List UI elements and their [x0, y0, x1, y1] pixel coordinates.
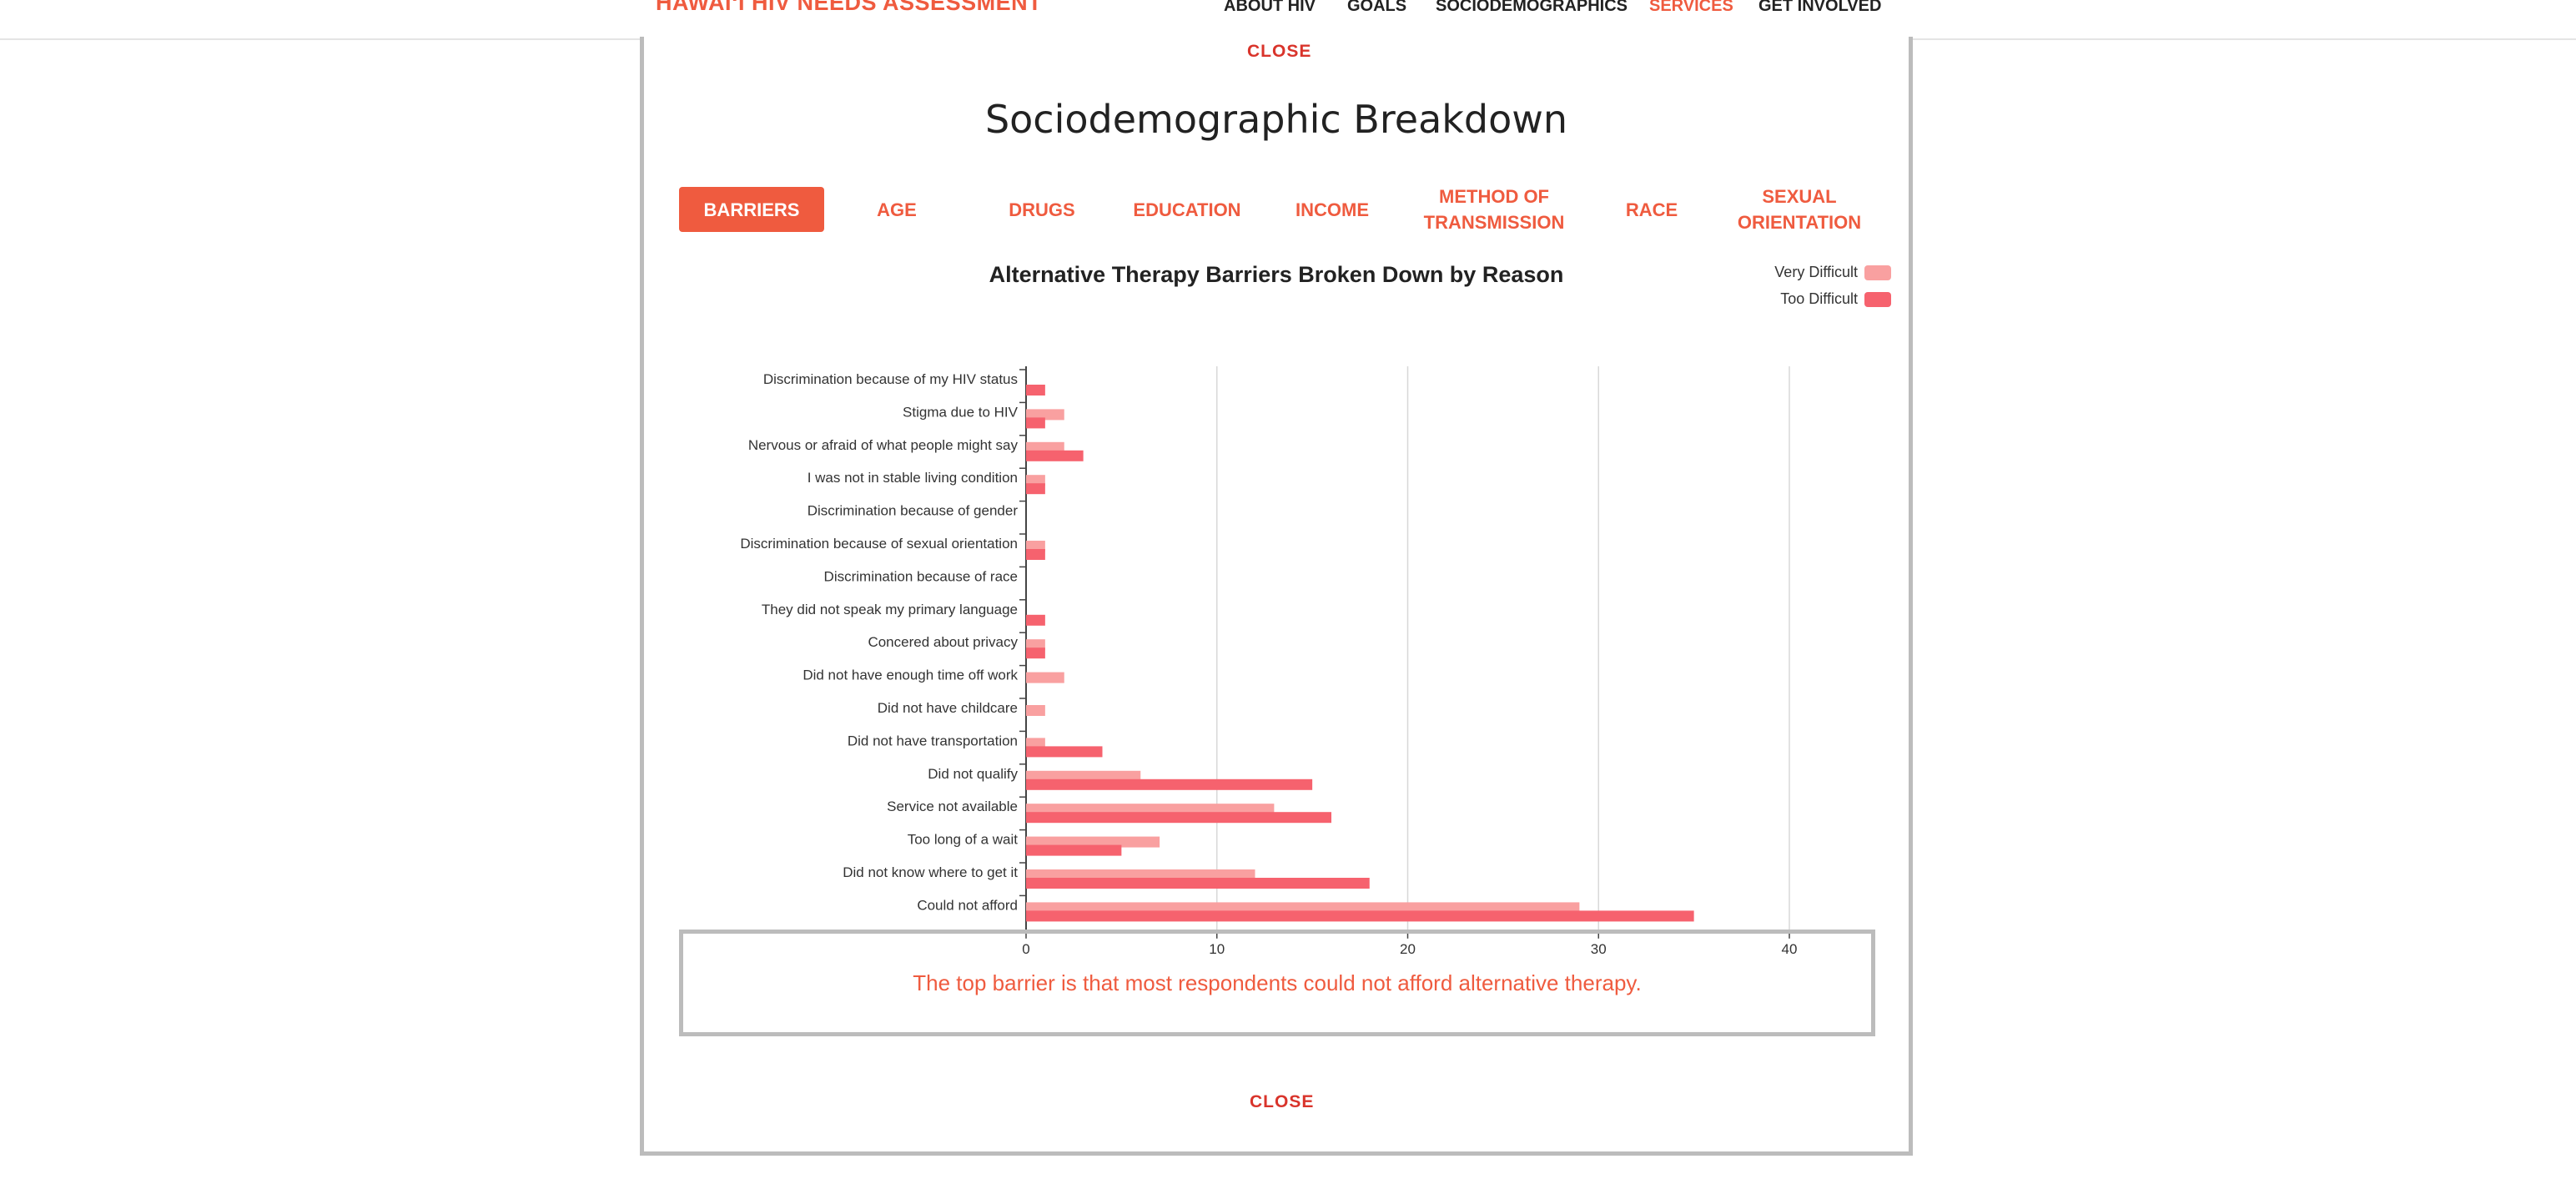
- x-tick-label: 20: [1400, 941, 1416, 955]
- modal-title: Sociodemographic Breakdown: [984, 97, 1568, 142]
- x-tick-label: 30: [1591, 941, 1607, 955]
- tab-race[interactable]: RACE: [1625, 199, 1678, 220]
- site-brand[interactable]: HAWAIʻI HIV NEEDS ASSESSMENT: [656, 0, 1043, 15]
- legend-swatch-too-difficult: [1864, 292, 1891, 307]
- category-label: Did not have transportation: [848, 733, 1018, 748]
- bar-very-difficult: [1026, 441, 1064, 453]
- bar-too-difficult: [1026, 614, 1045, 626]
- x-tick-label: 0: [1022, 941, 1029, 955]
- legend-label: Very Difficult: [1774, 264, 1858, 280]
- category-label: Concered about privacy: [868, 634, 1018, 650]
- close-button-top[interactable]: CLOSE: [1247, 42, 1312, 61]
- bar-too-difficult: [1026, 417, 1045, 429]
- nav-sociodemographics[interactable]: SOCIODEMOGRAPHICS: [1436, 0, 1628, 15]
- category-label: Too long of a wait: [908, 832, 1019, 848]
- bar-too-difficult: [1026, 778, 1313, 790]
- tab-income[interactable]: INCOME: [1296, 199, 1369, 220]
- category-label: Did not have childcare: [878, 700, 1018, 716]
- category-label: They did not speak my primary language: [762, 602, 1018, 617]
- bar-very-difficult: [1026, 804, 1275, 815]
- legend-item-too-difficult: Too Difficult: [1708, 289, 1891, 315]
- close-button-bottom[interactable]: CLOSE: [1250, 1092, 1315, 1111]
- bar-very-difficult: [1026, 836, 1160, 848]
- nav-about-hiv[interactable]: ABOUT HIV: [1224, 0, 1316, 15]
- category-label: Stigma due to HIV: [903, 404, 1019, 420]
- chart-title: Alternative Therapy Barriers Broken Down…: [989, 262, 1564, 287]
- category-label: Did not have enough time off work: [802, 668, 1018, 683]
- category-label: Could not afford: [917, 897, 1018, 913]
- main-nav: ABOUT HIV GOALS SOCIODEMOGRAPHICS SERVIC…: [0, 0, 2576, 22]
- category-label: Discrimination because of race: [824, 568, 1018, 584]
- bar-too-difficult: [1026, 844, 1122, 856]
- category-label: Did not know where to get it: [843, 864, 1018, 880]
- bar-very-difficult: [1026, 639, 1045, 651]
- bar-very-difficult: [1026, 409, 1064, 421]
- bar-too-difficult: [1026, 812, 1331, 824]
- bar-very-difficult: [1026, 770, 1141, 782]
- bar-very-difficult: [1026, 541, 1045, 552]
- insight-box: The top barrier is that most respondents…: [679, 930, 1875, 1036]
- category-tabs: BARRIERS AGE DRUGS EDUCATION INCOME METH…: [679, 186, 1880, 245]
- bar-too-difficult: [1026, 647, 1045, 659]
- bar-very-difficult: [1026, 869, 1255, 880]
- category-label: Nervous or afraid of what people might s…: [748, 437, 1019, 453]
- category-label: Did not qualify: [928, 766, 1018, 782]
- category-label: Service not available: [887, 799, 1018, 814]
- bar-too-difficult: [1026, 910, 1694, 922]
- tab-age[interactable]: AGE: [877, 199, 917, 220]
- tab-drugs[interactable]: DRUGS: [1009, 199, 1075, 220]
- bar-too-difficult: [1026, 878, 1370, 889]
- legend-swatch-very-difficult: [1864, 265, 1891, 280]
- tab-education[interactable]: EDUCATION: [1133, 199, 1241, 220]
- breakdown-modal: CLOSE Sociodemographic Breakdown BARRIER…: [640, 37, 1913, 1156]
- chart-legend: Very Difficult Too Difficult: [1708, 262, 1891, 315]
- category-label: Discrimination because of my HIV status: [763, 371, 1018, 387]
- bar-very-difficult: [1026, 902, 1580, 914]
- bar-very-difficult: [1026, 475, 1045, 486]
- tab-method-of-transmission[interactable]: METHOD OF TRANSMISSION: [1423, 186, 1565, 233]
- x-tick-label: 10: [1209, 941, 1225, 955]
- x-tick-label: 40: [1782, 941, 1798, 955]
- nav-get-involved[interactable]: GET INVOLVED: [1758, 0, 1882, 15]
- bar-too-difficult: [1026, 483, 1045, 495]
- legend-label: Too Difficult: [1780, 290, 1858, 307]
- bar-very-difficult: [1026, 738, 1045, 749]
- top-navbar: HAWAIʻI HIV NEEDS ASSESSMENT ABOUT HIV G…: [0, 0, 2576, 40]
- nav-goals[interactable]: GOALS: [1347, 0, 1407, 15]
- bar-too-difficult: [1026, 450, 1084, 461]
- insight-text: The top barrier is that most respondents…: [913, 970, 1642, 995]
- category-label: Discrimination because of sexual orienta…: [740, 536, 1018, 552]
- bar-too-difficult: [1026, 549, 1045, 560]
- bar-very-difficult: [1026, 705, 1045, 716]
- legend-item-very-difficult: Very Difficult: [1708, 262, 1891, 289]
- nav-services[interactable]: SERVICES: [1649, 0, 1733, 15]
- bar-chart: 0 10 20 30 40 Discrimination because of my HI…: [740, 366, 1798, 955]
- bar-very-difficult: [1026, 672, 1064, 683]
- bar-too-difficult: [1026, 385, 1045, 396]
- tab-sexual-orientation[interactable]: SEXUAL ORIENTATION: [1737, 186, 1862, 233]
- category-label: I was not in stable living condition: [808, 470, 1018, 486]
- category-label: Discrimination because of gender: [808, 503, 1019, 519]
- tab-barriers[interactable]: BARRIERS: [679, 187, 824, 232]
- bar-too-difficult: [1026, 746, 1103, 758]
